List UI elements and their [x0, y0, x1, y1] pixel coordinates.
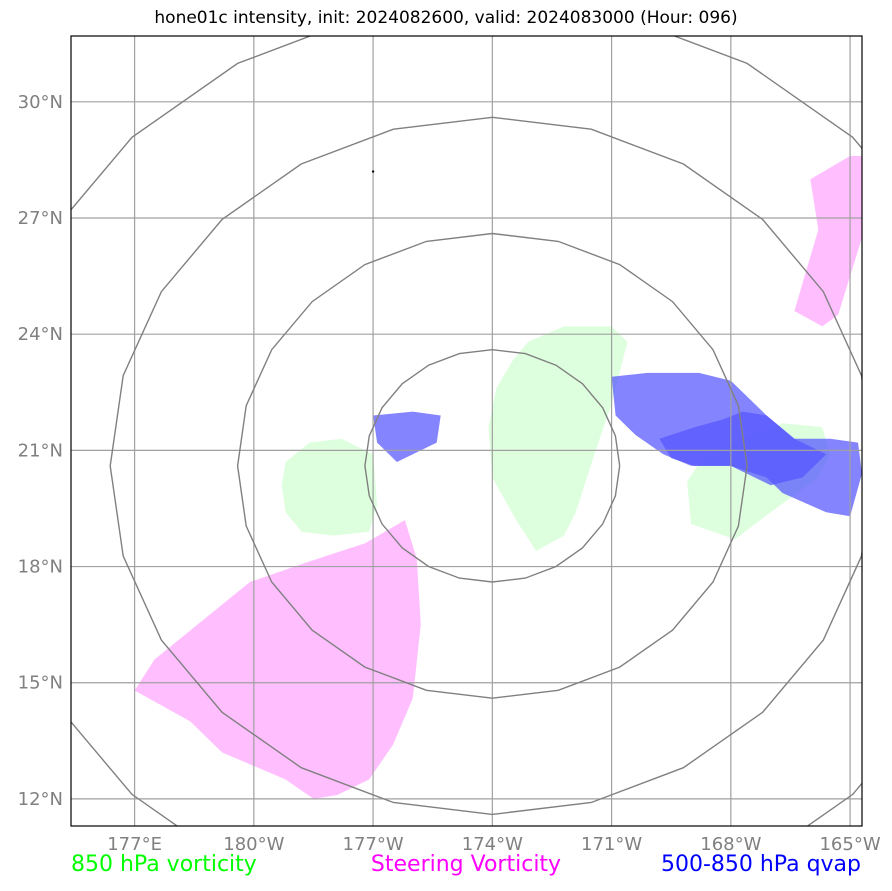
qvap-region-3: [659, 411, 827, 486]
legend-qvap: 500-850 hPa qvap: [660, 852, 861, 877]
range-ring: [109, 116, 862, 816]
steering-region-1: [134, 520, 421, 799]
graticule: [71, 36, 862, 826]
lat-tick-label: 18°N: [18, 557, 63, 578]
lon-tick-label: 174°W: [462, 834, 523, 855]
legend-steering: Steering Vorticity: [370, 852, 562, 877]
lon-tick-label: 168°W: [700, 834, 761, 855]
lon-tick-label: 177°W: [343, 834, 404, 855]
range-ring: [364, 348, 621, 583]
range-ring: [236, 232, 748, 699]
qvap-region-1: [373, 411, 441, 462]
shaded-layers: [134, 156, 862, 799]
lon-tick-label: 165°W: [819, 834, 880, 855]
lon-tick-label: 180°W: [223, 834, 284, 855]
vort850-region-2: [281, 438, 378, 536]
legend-vort850: 850 hPa vorticity: [71, 852, 257, 877]
lon-tick-label: 177°E: [107, 834, 162, 855]
axis-ticks: 177°E 180°W 177°W 174°W 171°W 168°W 165°W 12°N 1…: [18, 92, 881, 855]
marker-point: [371, 170, 375, 173]
map-title: hone01c intensity, init: 2024082600, val…: [154, 8, 738, 28]
lat-tick-label: 24°N: [18, 324, 63, 345]
lat-tick-label: 30°N: [18, 92, 63, 113]
lat-tick-label: 12°N: [18, 789, 63, 810]
vort850-region-1: [488, 326, 628, 551]
lat-tick-label: 21°N: [18, 440, 63, 461]
lat-tick-label: 27°N: [18, 208, 63, 229]
lat-tick-label: 15°N: [18, 673, 63, 694]
plot-frame: [70, 35, 863, 827]
steering-region-2: [794, 156, 862, 327]
marker-dot: [371, 170, 375, 173]
lon-tick-label: 171°W: [581, 834, 642, 855]
